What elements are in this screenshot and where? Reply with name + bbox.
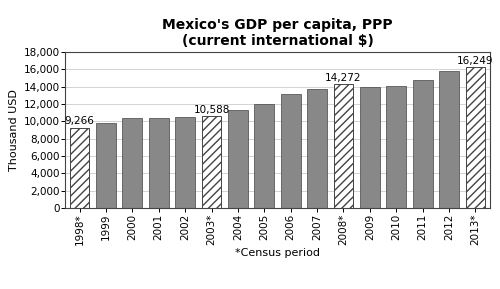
Bar xyxy=(281,94,300,208)
Bar xyxy=(386,86,406,208)
Bar xyxy=(202,116,222,208)
Text: 16,249: 16,249 xyxy=(457,56,494,66)
Bar xyxy=(439,71,459,208)
Bar xyxy=(96,123,116,208)
Text: 9,266: 9,266 xyxy=(64,116,94,127)
Bar xyxy=(307,89,327,208)
Title: Mexico's GDP per capita, PPP
(current international $): Mexico's GDP per capita, PPP (current in… xyxy=(162,18,393,48)
Bar xyxy=(360,87,380,208)
Bar xyxy=(149,118,169,208)
Bar xyxy=(413,80,432,208)
Text: 14,272: 14,272 xyxy=(325,73,362,83)
Bar xyxy=(334,84,353,208)
Bar xyxy=(122,118,142,208)
Y-axis label: Thousand USD: Thousand USD xyxy=(9,89,19,171)
Text: 10,588: 10,588 xyxy=(194,105,230,115)
Bar xyxy=(70,128,89,208)
Bar xyxy=(228,110,248,208)
Bar xyxy=(175,117,195,208)
X-axis label: *Census period: *Census period xyxy=(235,248,320,258)
Bar xyxy=(254,103,274,208)
Bar xyxy=(466,67,485,208)
